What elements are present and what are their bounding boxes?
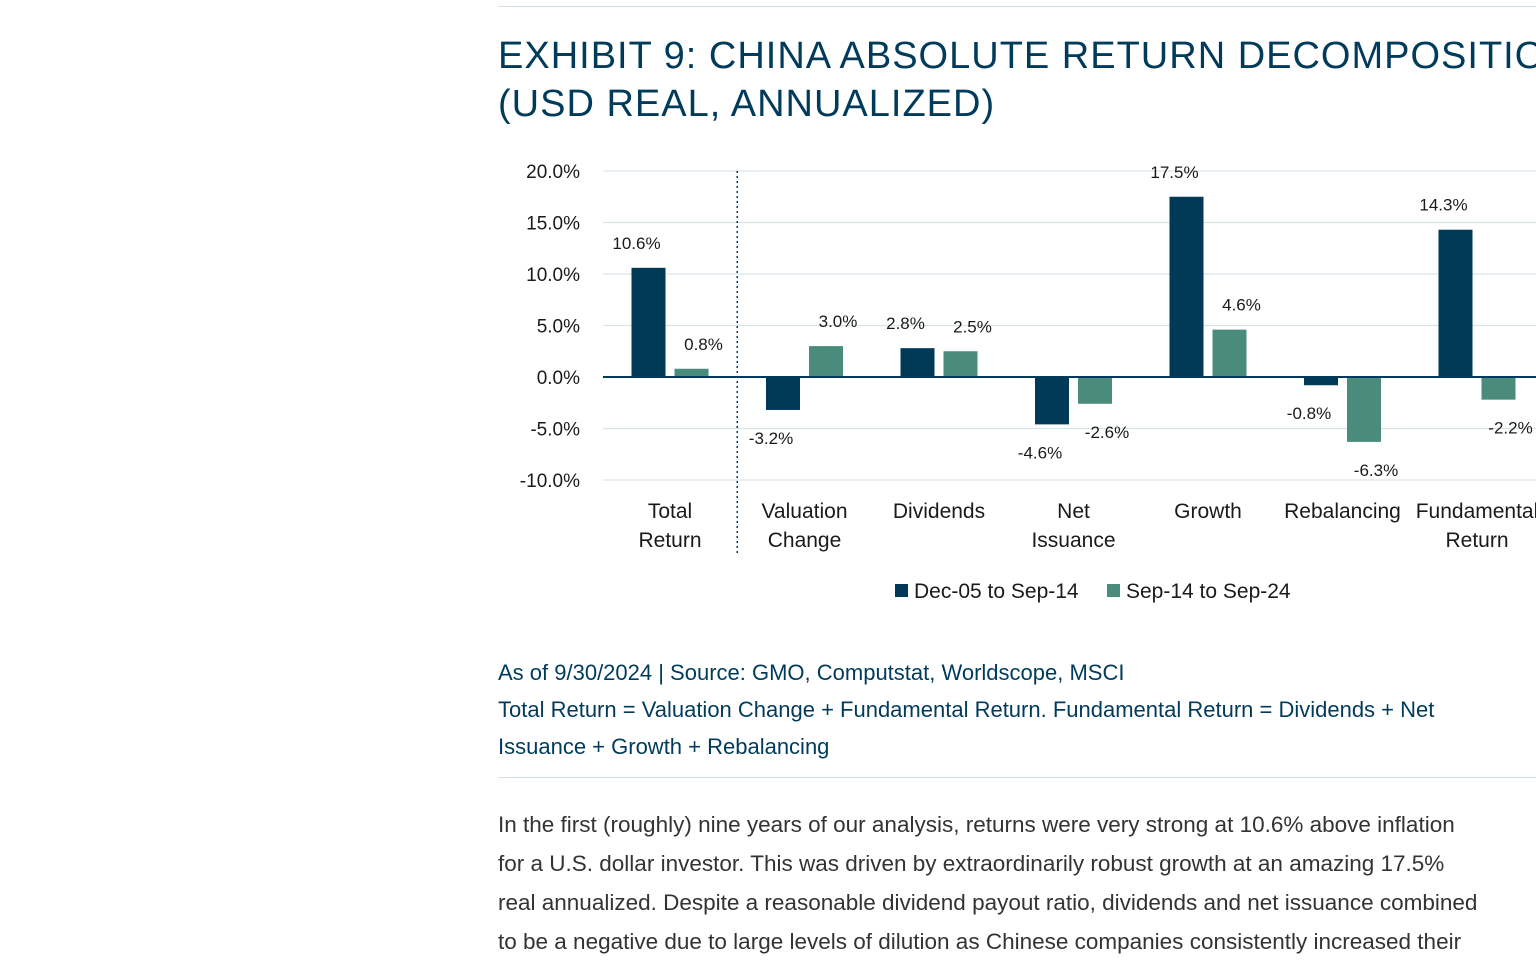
data-label: -2.2% [1488,419,1532,438]
bar [1481,377,1516,400]
bar [1169,196,1204,377]
bar [809,346,843,377]
x-category-label: Issuance [1031,529,1115,552]
data-labels: 10.6% 0.8% -3.2% 3.0% 2.8% 2.5% -4.6% -2.6% 17.5… [612,163,1532,480]
chart-footnote: As of 9/30/2024 | Source: GMO, Computsta… [498,654,1528,765]
footnote-divider [498,777,1536,778]
source-line: As of 9/30/2024 | Source: GMO, Computsta… [498,660,1125,685]
definition-line-2: Issuance + Growth + Rebalancing [498,734,830,759]
data-label: -0.8% [1287,404,1331,423]
data-label: 2.5% [953,317,992,336]
data-label: -3.2% [749,429,793,448]
x-category-label: Dividends [893,500,985,523]
y-tick-label: 10.0% [526,265,580,286]
body-paragraph: In the first (roughly) nine years of our… [498,805,1536,961]
x-category-label: Return [638,529,701,552]
x-category-label: Total [648,500,692,523]
data-label: 2.8% [886,314,925,333]
bar [631,267,666,377]
bar [943,351,978,377]
y-tick-label: -5.0% [530,420,580,441]
legend-swatch [1107,584,1120,597]
gridlines [603,170,1536,481]
data-label: 4.6% [1222,296,1261,315]
data-label: 14.3% [1419,196,1467,215]
bar [1304,377,1338,386]
bar [1438,229,1473,377]
exhibit-title-line-2: (USD REAL, ANNUALIZED) [498,83,996,125]
body-line: real annualized. Despite a reasonable di… [498,890,1478,915]
y-tick-label: 20.0% [526,162,580,183]
x-category-label: Return [1445,529,1508,552]
exhibit-title-line-1: EXHIBIT 9: CHINA ABSOLUTE RETURN DECOMPO… [498,35,1536,77]
x-axis-categories: Total Return Valuation Change Dividends Net Is… [638,500,1536,552]
x-category-label: Valuation [761,500,847,523]
x-category-label: Net [1057,500,1090,523]
y-tick-label: -10.0% [520,471,580,492]
bar [1347,377,1381,442]
data-label: 17.5% [1150,163,1198,182]
y-tick-label: 15.0% [526,214,580,235]
x-category-label: Rebalancing [1284,500,1401,523]
exhibit-title: EXHIBIT 9: CHINA ABSOLUTE RETURN DECOMPO… [498,32,1536,128]
bar [1035,377,1069,425]
body-line: to be a negative due to large levels of … [498,929,1462,954]
definition-line-1: Total Return = Valuation Change + Fundam… [498,697,1435,722]
legend-label: Sep-14 to Sep-24 [1126,580,1291,603]
bar [674,368,709,377]
data-label: -6.3% [1354,461,1398,480]
data-label: 0.8% [684,335,723,354]
bar-chart: 20.0% 15.0% 10.0% 5.0% 0.0% -5.0% -10.0% 10.6%… [520,162,1536,603]
x-category-label: Growth [1174,500,1242,523]
body-line: In the first (roughly) nine years of our… [498,812,1455,837]
y-axis-ticks: 20.0% 15.0% 10.0% 5.0% 0.0% -5.0% -10.0% [520,162,580,492]
legend-swatch [895,584,908,597]
bar [900,348,935,377]
bar [1212,329,1247,377]
legend: Dec-05 to Sep-14 Sep-14 to Sep-24 [895,580,1291,603]
data-label: 3.0% [819,312,858,331]
bars [631,196,1516,442]
bar [1078,377,1112,404]
data-label: 10.6% [612,234,660,253]
data-label: -2.6% [1085,423,1129,442]
x-category-label: Change [768,529,842,552]
y-tick-label: 5.0% [537,317,580,338]
top-divider [498,6,1536,7]
data-label: -4.6% [1018,443,1062,462]
bar [766,377,800,410]
legend-label: Dec-05 to Sep-14 [914,580,1079,603]
body-line: for a U.S. dollar investor. This was dri… [498,851,1445,876]
x-category-label: Fundamental [1416,500,1536,523]
y-tick-label: 0.0% [537,368,580,389]
